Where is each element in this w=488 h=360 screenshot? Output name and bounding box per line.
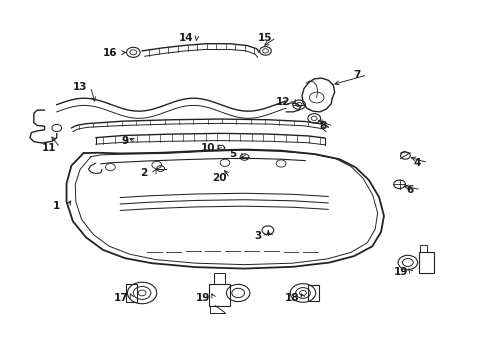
Text: 4: 4 bbox=[413, 158, 421, 168]
Text: 5: 5 bbox=[229, 149, 236, 159]
Text: 1: 1 bbox=[53, 201, 61, 211]
Text: 19: 19 bbox=[392, 267, 407, 277]
Text: 14: 14 bbox=[178, 33, 193, 42]
Text: 12: 12 bbox=[276, 97, 290, 107]
Bar bbox=[418, 252, 433, 273]
Text: 18: 18 bbox=[285, 293, 299, 303]
Text: 6: 6 bbox=[406, 185, 413, 195]
Text: 17: 17 bbox=[114, 293, 128, 303]
Bar bbox=[126, 284, 137, 302]
Text: 11: 11 bbox=[42, 143, 57, 153]
Text: 16: 16 bbox=[103, 48, 118, 58]
Text: 2: 2 bbox=[140, 168, 147, 178]
Text: 3: 3 bbox=[254, 231, 261, 240]
Text: 15: 15 bbox=[258, 33, 272, 42]
Text: 10: 10 bbox=[200, 143, 215, 153]
Text: 7: 7 bbox=[352, 70, 360, 80]
Bar bbox=[213, 273, 224, 284]
Bar bbox=[208, 284, 229, 306]
Text: 19: 19 bbox=[196, 293, 210, 303]
Text: 9: 9 bbox=[121, 136, 128, 146]
Text: 8: 8 bbox=[318, 121, 325, 131]
Bar bbox=[307, 285, 318, 301]
Text: 20: 20 bbox=[211, 173, 226, 183]
Bar bbox=[419, 245, 427, 252]
Text: 13: 13 bbox=[72, 82, 87, 92]
